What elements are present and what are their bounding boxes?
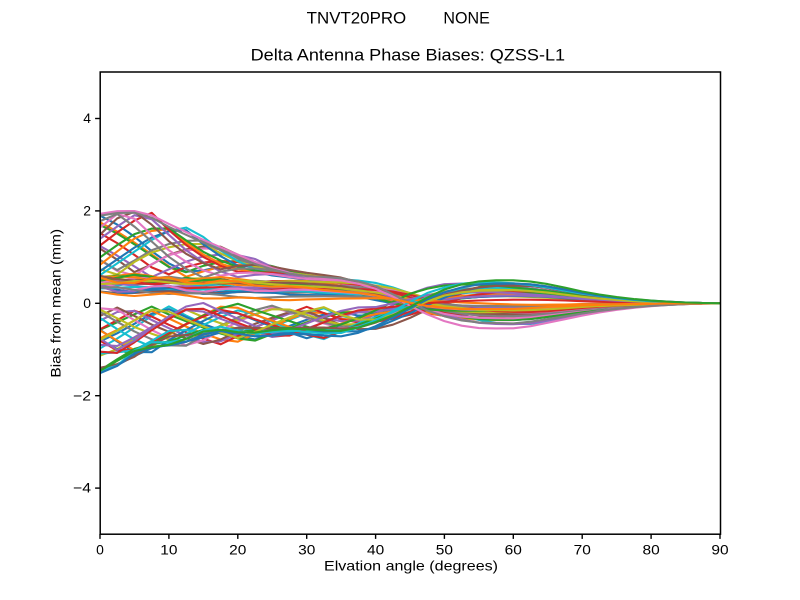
svg-text:Elvation angle (degrees): Elvation angle (degrees) [324,558,498,574]
svg-text:40: 40 [367,542,385,558]
svg-text:Bias from mean (mm): Bias from mean (mm) [48,229,64,378]
svg-text:0: 0 [83,295,91,311]
svg-text:NONE: NONE [443,8,489,27]
svg-text:50: 50 [436,542,454,558]
svg-text:80: 80 [643,542,661,558]
svg-text:4: 4 [83,110,91,126]
svg-text:0: 0 [96,542,104,558]
svg-text:2: 2 [83,203,91,219]
svg-text:Delta Antenna Phase Biases: QZ: Delta Antenna Phase Biases: QZSS-L1 [251,45,565,64]
svg-text:20: 20 [229,542,247,558]
svg-text:90: 90 [711,542,729,558]
svg-text:70: 70 [574,542,592,558]
svg-text:60: 60 [505,542,523,558]
svg-text:10: 10 [160,542,178,558]
svg-text:−2: −2 [73,387,91,403]
svg-text:30: 30 [298,542,316,558]
svg-text:TNVT20PRO: TNVT20PRO [307,8,407,27]
svg-text:−4: −4 [73,480,91,496]
